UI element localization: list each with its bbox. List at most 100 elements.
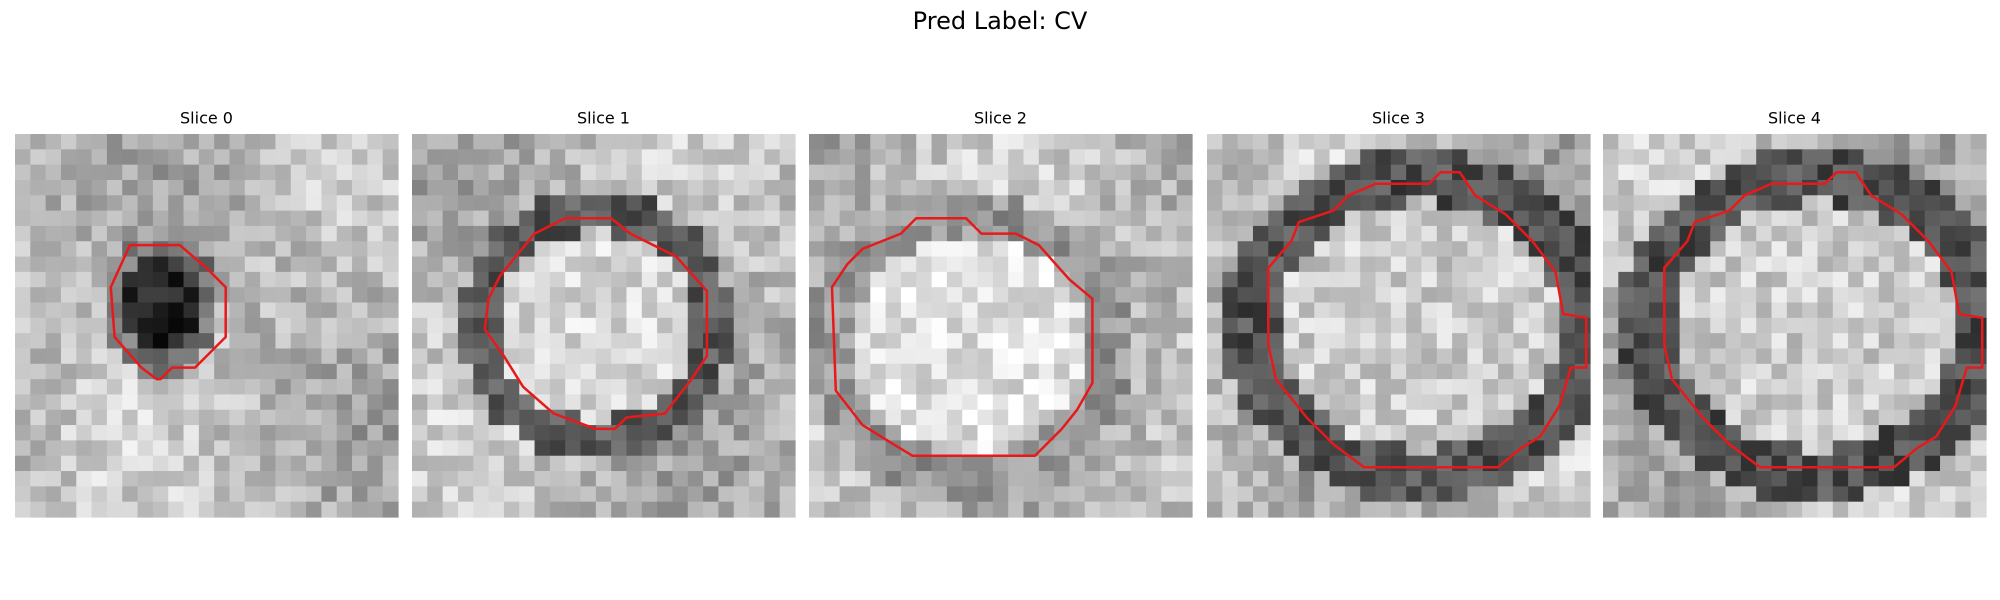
pixel <box>870 363 887 380</box>
pixel <box>306 317 322 334</box>
pixel <box>1955 440 1972 457</box>
pixel <box>1817 302 1834 319</box>
pixel <box>580 195 597 212</box>
pixel <box>1924 471 1941 487</box>
pixel <box>1482 501 1499 518</box>
pixel <box>275 486 292 503</box>
pixel <box>1648 425 1665 441</box>
pixel <box>1513 149 1530 166</box>
pixel <box>1390 210 1407 227</box>
pixel <box>122 486 139 503</box>
pixel <box>1679 348 1696 365</box>
pixel <box>1817 471 1834 487</box>
pixel <box>503 241 520 258</box>
pixel <box>183 225 200 242</box>
pixel <box>1740 455 1757 472</box>
pixel <box>106 179 123 196</box>
pixel <box>565 271 582 288</box>
pixel <box>352 501 368 518</box>
pixel <box>1436 225 1453 242</box>
pixel <box>1360 394 1377 411</box>
pixel <box>885 271 902 288</box>
pixel <box>809 440 825 457</box>
pixel <box>809 333 825 350</box>
pixel <box>1176 302 1193 319</box>
pixel <box>854 256 871 273</box>
pixel <box>290 195 307 212</box>
pixel <box>260 363 277 380</box>
pixel <box>885 256 902 273</box>
pixel <box>1222 486 1239 503</box>
pixel <box>733 379 750 396</box>
pixel <box>611 271 628 288</box>
pixel <box>1664 241 1681 258</box>
pixel <box>1878 409 1895 426</box>
pixel <box>1694 134 1711 150</box>
pixel <box>1360 333 1377 350</box>
pixel <box>1786 241 1803 258</box>
pixel <box>1237 134 1254 150</box>
pixel <box>1817 225 1834 242</box>
pixel <box>870 379 887 396</box>
pixel <box>1574 179 1591 196</box>
pixel <box>1817 149 1834 166</box>
pixel <box>1452 271 1469 288</box>
pixel <box>1574 149 1591 166</box>
pixel <box>1390 333 1407 350</box>
pixel <box>1314 379 1331 396</box>
pixel <box>30 333 47 350</box>
pixel <box>168 256 185 273</box>
contour <box>830 217 1094 457</box>
pixel <box>1406 501 1423 518</box>
pixel <box>1467 379 1484 396</box>
pixel <box>473 486 490 503</box>
pixel <box>1544 333 1560 350</box>
pixel <box>30 501 47 518</box>
pixel <box>992 256 1009 273</box>
pixel <box>45 409 62 426</box>
pixel <box>565 164 582 181</box>
pixel <box>870 210 887 227</box>
pixel <box>519 164 536 181</box>
pixel <box>703 333 719 350</box>
pixel <box>549 256 566 273</box>
pixel <box>1436 486 1453 503</box>
pixel <box>168 164 185 181</box>
pixel <box>1038 241 1055 258</box>
pixel <box>1756 333 1773 350</box>
pixel <box>1771 409 1788 426</box>
pixel <box>1633 409 1650 426</box>
pixel <box>1498 317 1514 334</box>
pixel <box>260 256 277 273</box>
pixel <box>1894 379 1910 396</box>
pixel <box>1482 455 1499 472</box>
pixel <box>1482 225 1499 242</box>
pixel <box>1375 179 1392 196</box>
pixel <box>779 302 796 319</box>
pixel <box>1970 195 1987 212</box>
pixel <box>198 363 215 380</box>
pixel <box>1648 394 1665 411</box>
pixel <box>534 195 551 212</box>
pixel <box>1559 271 1576 288</box>
pixel <box>1771 195 1788 212</box>
pixel <box>1618 179 1635 196</box>
pixel <box>1756 195 1773 212</box>
pixel <box>718 333 735 350</box>
pixel <box>1559 164 1576 181</box>
pixel <box>1406 379 1423 396</box>
pixel <box>1344 486 1361 503</box>
pixel <box>352 486 368 503</box>
pixel <box>900 225 917 242</box>
pixel <box>260 333 277 350</box>
pixel <box>1786 409 1803 426</box>
pixel <box>1817 425 1834 441</box>
figure-title: Pred Label: CV <box>913 7 1088 35</box>
pixel <box>275 317 292 334</box>
pixel <box>1603 455 1619 472</box>
pixel <box>76 394 93 411</box>
pixel <box>992 440 1009 457</box>
pixel <box>214 179 231 196</box>
pixel <box>565 455 582 472</box>
pixel <box>1878 501 1895 518</box>
